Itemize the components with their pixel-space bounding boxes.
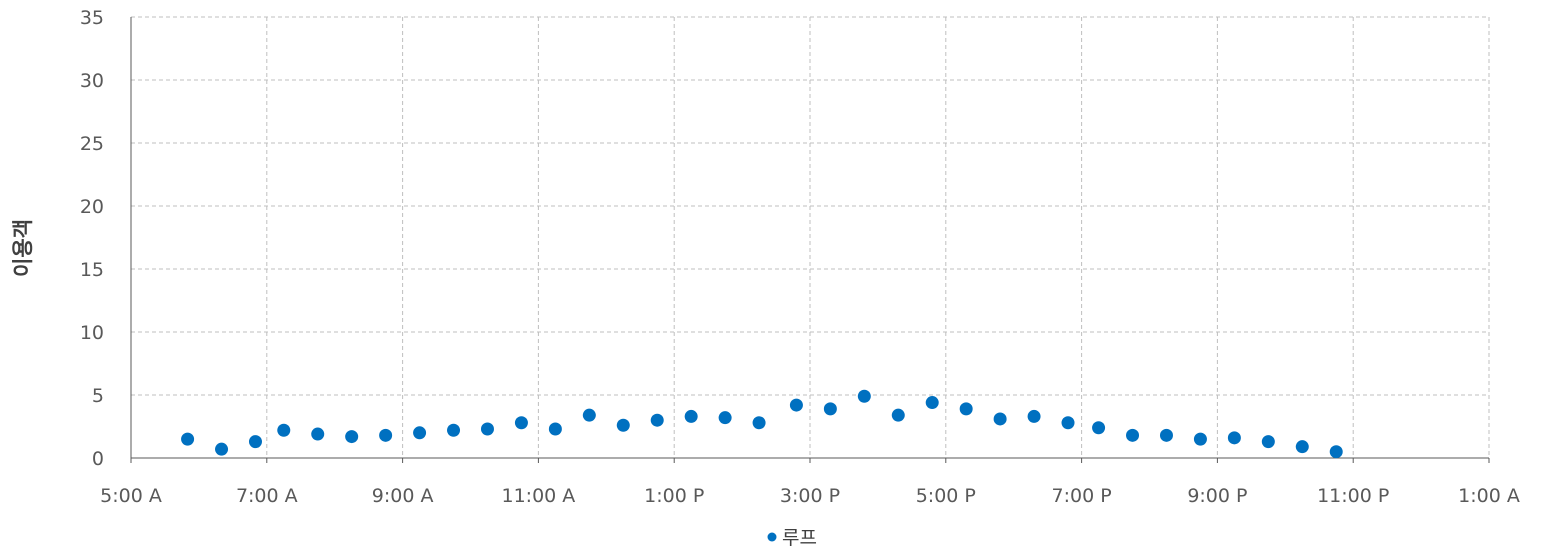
data-point[interactable] (215, 442, 229, 456)
data-point[interactable] (1227, 431, 1241, 445)
data-point[interactable] (616, 418, 630, 432)
data-point[interactable] (1295, 440, 1309, 454)
y-tick-label: 5 (92, 385, 104, 407)
data-point[interactable] (548, 422, 562, 436)
data-point[interactable] (582, 408, 596, 422)
data-point[interactable] (959, 402, 973, 416)
x-tick-label: 9:00 P (1187, 485, 1247, 507)
legend[interactable]: 루프 (767, 527, 817, 549)
y-tick-labels: 0 5 10 15 20 25 30 35 (80, 7, 104, 470)
data-point[interactable] (181, 432, 195, 446)
data-point[interactable] (345, 430, 359, 444)
data-point[interactable] (993, 412, 1007, 426)
x-tick-label: 9:00 A (372, 485, 434, 507)
y-tick-label: 10 (80, 322, 104, 344)
data-point[interactable] (718, 411, 732, 425)
x-tick-label: 7:00 A (236, 485, 298, 507)
y-tick-label: 15 (80, 259, 104, 281)
data-point[interactable] (1126, 428, 1140, 442)
x-tick-label: 7:00 P (1052, 485, 1112, 507)
axes (130, 17, 1490, 463)
y-axis-label: 이용객 (11, 219, 35, 277)
legend-label: 루프 (782, 527, 817, 549)
data-point[interactable] (379, 428, 393, 442)
data-point[interactable] (1329, 445, 1343, 459)
x-tick-label: 11:00 A (502, 485, 576, 507)
data-point[interactable] (891, 408, 905, 422)
y-tick-label: 30 (80, 70, 104, 92)
data-point[interactable] (311, 427, 325, 441)
data-points (181, 389, 1343, 459)
legend-marker (767, 532, 777, 542)
data-point[interactable] (1193, 432, 1207, 446)
y-tick-label: 20 (80, 196, 104, 218)
data-point[interactable] (248, 435, 262, 449)
data-point[interactable] (480, 422, 494, 436)
data-point[interactable] (1159, 428, 1173, 442)
grid-lines (131, 16, 1490, 458)
data-point[interactable] (1061, 416, 1075, 430)
x-tick-label: 5:00 A (100, 485, 162, 507)
x-tick-label: 1:00 P (644, 485, 704, 507)
data-point[interactable] (1261, 435, 1275, 449)
x-tick-label: 11:00 P (1317, 485, 1389, 507)
y-tick-label: 0 (92, 448, 104, 470)
data-point[interactable] (1027, 409, 1041, 423)
data-point[interactable] (277, 423, 291, 437)
x-tick-labels: 5:00 A 7:00 A 9:00 A 11:00 A 1:00 P 3:00 P 5:0… (100, 485, 1520, 507)
x-tick-label: 3:00 P (780, 485, 840, 507)
y-tick-label: 25 (80, 133, 104, 155)
x-tick-label: 1:00 A (1458, 485, 1520, 507)
data-point[interactable] (823, 402, 837, 416)
data-point[interactable] (925, 396, 939, 410)
data-point[interactable] (789, 398, 803, 412)
y-tick-label: 35 (80, 7, 104, 29)
data-point[interactable] (447, 423, 461, 437)
x-tick-label: 5:00 P (916, 485, 976, 507)
data-point[interactable] (650, 413, 664, 427)
data-point[interactable] (1092, 421, 1106, 435)
data-point[interactable] (514, 416, 528, 430)
data-point[interactable] (413, 426, 427, 440)
data-point[interactable] (857, 389, 871, 403)
data-point[interactable] (684, 409, 698, 423)
data-point[interactable] (752, 416, 766, 430)
